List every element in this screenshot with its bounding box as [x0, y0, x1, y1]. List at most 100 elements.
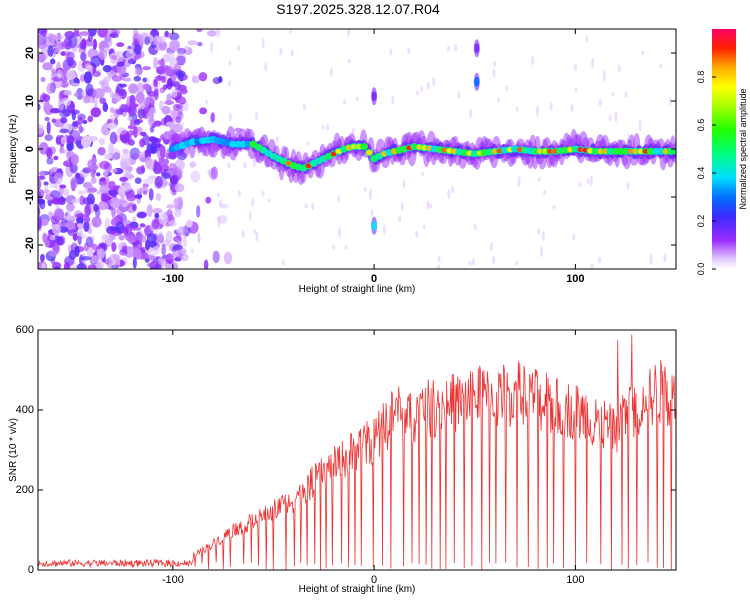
spectral-blob: [279, 47, 283, 56]
spectral-blob: [139, 223, 146, 228]
spectral-blob: [136, 211, 147, 219]
spectral-blob: [389, 48, 393, 56]
spectral-blob: [152, 159, 158, 172]
spectral-blob: [129, 94, 136, 107]
spectral-blob: [598, 256, 602, 264]
y-tick-label: -10: [24, 189, 36, 205]
spectral-blob: [38, 41, 46, 50]
spectral-blob: [543, 189, 547, 196]
spectral-blob: [142, 190, 148, 196]
spectral-blob: [457, 91, 461, 99]
y-tick-label: 600: [16, 324, 34, 336]
spectral-blob: [65, 220, 76, 230]
spectral-blob: [153, 78, 158, 88]
spectral-blob: [517, 176, 521, 188]
spectral-blob: [42, 94, 51, 102]
spectral-blob: [624, 91, 628, 98]
spectral-blob: [74, 213, 86, 218]
spectral-blob: [306, 141, 310, 146]
spectral-blob: [426, 200, 430, 210]
spectral-blob: [120, 193, 125, 200]
spectral-blob: [39, 199, 46, 210]
spectral-blob: [161, 172, 172, 180]
spectral-blob: [115, 221, 125, 234]
spectral-blob: [155, 75, 165, 81]
spectral-blob: [60, 136, 67, 145]
spectral-blob: [99, 184, 110, 194]
spectral-blob: [170, 109, 177, 117]
spectral-blob: [136, 166, 146, 175]
spectral-blob: [125, 189, 135, 198]
spectral-blob: [420, 85, 424, 93]
spectral-blob: [215, 29, 221, 38]
spectral-blob: [454, 44, 458, 52]
spectral-blob: [41, 262, 46, 269]
spectral-blob: [574, 63, 578, 72]
snr-series-line: [38, 334, 676, 570]
spectral-blob: [87, 242, 95, 248]
spectral-blob: [152, 208, 163, 214]
x-tick-label: -100: [162, 574, 184, 586]
spectral-blob: [197, 41, 203, 47]
spectral-blob: [363, 187, 367, 192]
spectral-blob: [128, 103, 139, 108]
spectral-blob: [76, 216, 84, 225]
spectral-blob: [182, 237, 187, 248]
spectral-blob: [255, 111, 258, 121]
spectral-blob: [136, 188, 143, 195]
spectral-blob: [471, 258, 475, 266]
spectral-blob: [82, 119, 88, 124]
spectral-blob: [83, 220, 90, 232]
spectral-blob: [108, 253, 119, 266]
spectral-blob: [197, 233, 201, 244]
spectral-blob: [96, 248, 106, 259]
spectral-blob: [149, 136, 159, 143]
x-tick-label: 100: [566, 574, 584, 586]
spectral-blob: [218, 203, 229, 209]
spectral-blob: [92, 71, 101, 78]
spectral-blob: [84, 204, 91, 217]
spectral-blob: [97, 147, 106, 156]
spectral-blob: [43, 181, 49, 186]
spectral-blob: [211, 166, 218, 180]
spectral-blob: [148, 188, 154, 201]
spectral-blob: [87, 187, 98, 193]
spectral-blob: [132, 203, 137, 212]
spectral-blob: [237, 190, 241, 198]
spectral-blob: [153, 56, 159, 69]
spectral-blob: [198, 72, 208, 82]
spectral-blob: [78, 31, 90, 36]
spectral-blob: [158, 213, 169, 225]
spectral-blob: [541, 230, 545, 242]
spectral-blob: [38, 52, 46, 63]
spectral-blob: [429, 203, 433, 209]
spectral-blob: [78, 125, 84, 134]
spectral-blob: [59, 184, 67, 189]
spectral-blob: [157, 256, 164, 265]
spectral-blob: [617, 64, 621, 73]
spectral-blob: [174, 159, 185, 171]
spectral-blob: [214, 168, 218, 177]
spectral-blob: [184, 45, 189, 51]
spectral-blob: [311, 202, 315, 211]
spectral-blob: [211, 172, 215, 183]
spectral-blob: [99, 177, 106, 182]
spectral-blob: [552, 204, 556, 210]
spectral-blob: [75, 87, 84, 100]
spectral-blob: [140, 131, 147, 137]
spectral-blob: [77, 113, 86, 121]
spectral-blob: [304, 203, 308, 209]
spectral-blob: [164, 30, 169, 37]
spectral-blob: [156, 65, 166, 75]
snr-x-axis-label: Height of straight line (km): [299, 584, 416, 595]
spectral-blob: [400, 202, 404, 212]
spectral-blob: [611, 91, 615, 97]
spectral-blob: [176, 52, 186, 66]
spectral-blob: [134, 119, 141, 126]
spectral-blob: [38, 103, 41, 111]
colorbar: 0.0 0.2 0.4 0.6 0.8 Normalized spectral ampl…: [696, 29, 748, 275]
spectral-blob: [107, 180, 116, 190]
spectral-blob: [122, 111, 127, 117]
spectral-blob: [223, 251, 233, 265]
spectral-blob: [90, 55, 101, 68]
